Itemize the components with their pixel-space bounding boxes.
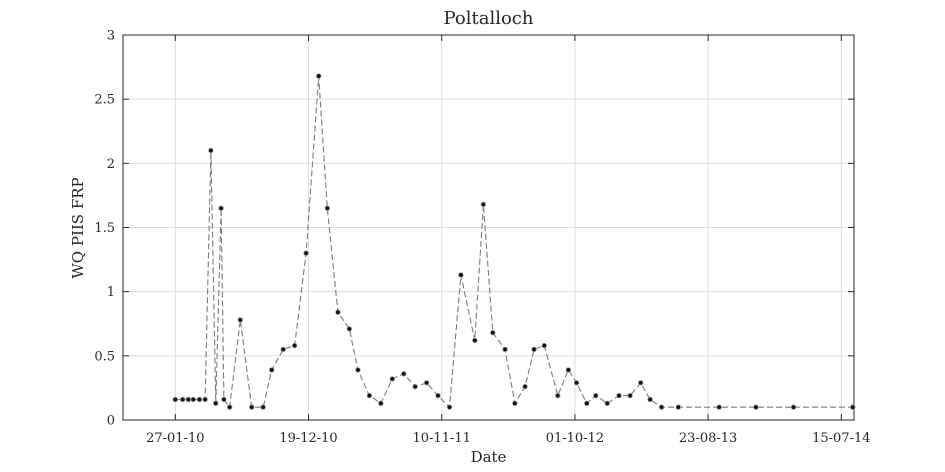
data-point <box>850 404 856 410</box>
y-axis-label: WQ PIIS FRP <box>69 177 87 278</box>
data-point <box>472 337 478 344</box>
data-point <box>512 400 518 407</box>
axis-ticks: 0 0.5 1 1.5 2 2.5 3 27-01-10 19-12-10 10-11-11 01-… <box>94 29 870 447</box>
x-axis-label: Date <box>471 448 507 466</box>
data-point <box>541 342 547 349</box>
data-point <box>753 404 759 410</box>
data-point <box>185 396 192 403</box>
data-point <box>202 396 208 403</box>
data-point <box>324 205 331 211</box>
data-point <box>531 346 537 353</box>
data-point <box>716 404 722 410</box>
data-point <box>401 371 407 377</box>
data-point <box>190 396 196 403</box>
data-point <box>196 396 203 403</box>
grid-lines <box>123 34 854 421</box>
data-point <box>260 404 266 410</box>
data-point <box>593 392 599 399</box>
data-point <box>658 404 665 410</box>
data-point <box>335 309 341 315</box>
y-tick-label: 1.5 <box>94 221 115 236</box>
data-point <box>378 400 384 407</box>
x-tick-label: 15-07-14 <box>812 431 870 446</box>
data-point <box>208 147 214 154</box>
data-point <box>458 272 464 278</box>
data-point <box>346 326 353 332</box>
data-point <box>291 342 298 349</box>
data-point <box>179 396 186 403</box>
data-point <box>237 317 243 323</box>
x-tick-label: 01-10-12 <box>546 431 604 446</box>
data-point <box>647 396 653 403</box>
x-tick-label: 27-01-10 <box>146 431 204 446</box>
data-point <box>249 404 255 410</box>
y-tick-label: 0.5 <box>94 349 115 364</box>
x-tick-label: 23-08-13 <box>679 431 737 446</box>
data-point <box>573 380 580 386</box>
data-point <box>480 201 487 208</box>
data-point <box>218 205 224 211</box>
data-point <box>584 400 590 407</box>
series-line <box>175 76 853 409</box>
data-point <box>226 404 233 410</box>
data-point <box>565 367 572 373</box>
y-tick-label: 2 <box>107 157 115 172</box>
x-tick-label: 10-11-11 <box>413 431 471 446</box>
data-point <box>675 404 681 410</box>
data-point <box>502 346 508 353</box>
data-point <box>435 392 441 399</box>
data-point <box>638 380 644 386</box>
data-point <box>366 392 373 399</box>
data-point <box>303 250 309 256</box>
data-point <box>280 346 286 353</box>
data-point <box>355 367 361 373</box>
data-point <box>446 404 453 410</box>
data-point <box>316 73 322 79</box>
data-point <box>522 383 528 390</box>
data-point <box>555 392 561 399</box>
y-tick-label: 3 <box>107 29 115 44</box>
data-point <box>490 330 496 336</box>
data-point <box>790 404 797 410</box>
data-point <box>412 383 418 390</box>
y-tick-label: 0 <box>107 414 115 429</box>
chart-title: Poltalloch <box>444 8 534 29</box>
data-point <box>172 396 179 403</box>
x-tick-label: 19-12-10 <box>279 431 337 446</box>
data-point <box>627 392 633 399</box>
series-layer <box>172 73 856 410</box>
data-point <box>423 380 430 386</box>
data-point <box>604 400 610 407</box>
data-point <box>213 400 219 407</box>
data-point <box>389 376 395 382</box>
data-point <box>269 367 275 373</box>
y-tick-label: 1 <box>107 285 115 300</box>
data-point <box>616 392 622 399</box>
data-point <box>221 396 227 403</box>
y-tick-label: 2.5 <box>94 93 115 108</box>
